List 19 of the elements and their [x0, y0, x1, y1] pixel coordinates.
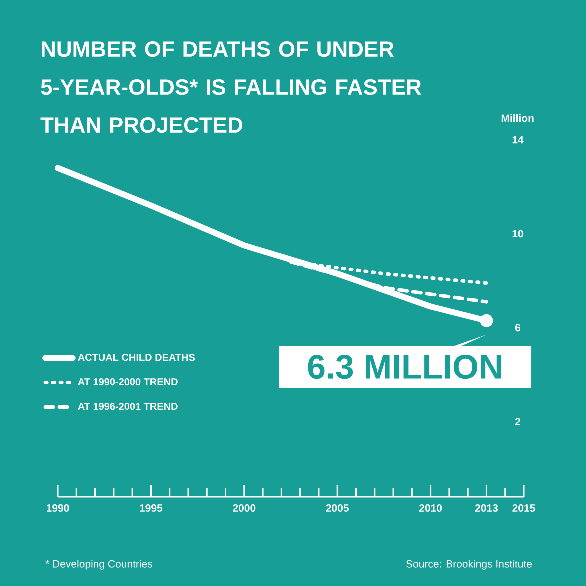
legend-label: ACTUAL CHILD DEATHS: [78, 354, 196, 362]
x-tick-label: 2015: [512, 504, 536, 512]
legend-label: AT 1990-2000 TREND: [78, 378, 178, 386]
x-tick-label: 2010: [419, 504, 442, 512]
x-tick-label: 2013: [475, 504, 498, 512]
y-tick-label: 2: [515, 418, 520, 426]
chart-title: NUMBER OF DEATHS OF UNDER 5-YEAR-OLDS* IS FALLING FASTER THAN PROJECTED: [40, 42, 422, 134]
x-tick-label: 2000: [233, 504, 256, 512]
text: * Developing Countries: [46, 560, 153, 570]
x-tick-label: 1995: [140, 504, 163, 512]
y-axis-title: Million: [502, 114, 534, 122]
y-tick-label: 10: [512, 230, 524, 238]
x-tick-label: 1990: [46, 504, 70, 512]
legend-label: AT 1996-2001 TREND: [78, 403, 178, 410]
y-tick-label: 6: [515, 324, 521, 332]
annotation: 6.3 MILLION: [308, 355, 502, 380]
source-note: Source: Brookings Institute: [406, 560, 532, 570]
y-tick-label: 14: [512, 136, 524, 144]
x-tick-label: 2005: [326, 504, 349, 512]
